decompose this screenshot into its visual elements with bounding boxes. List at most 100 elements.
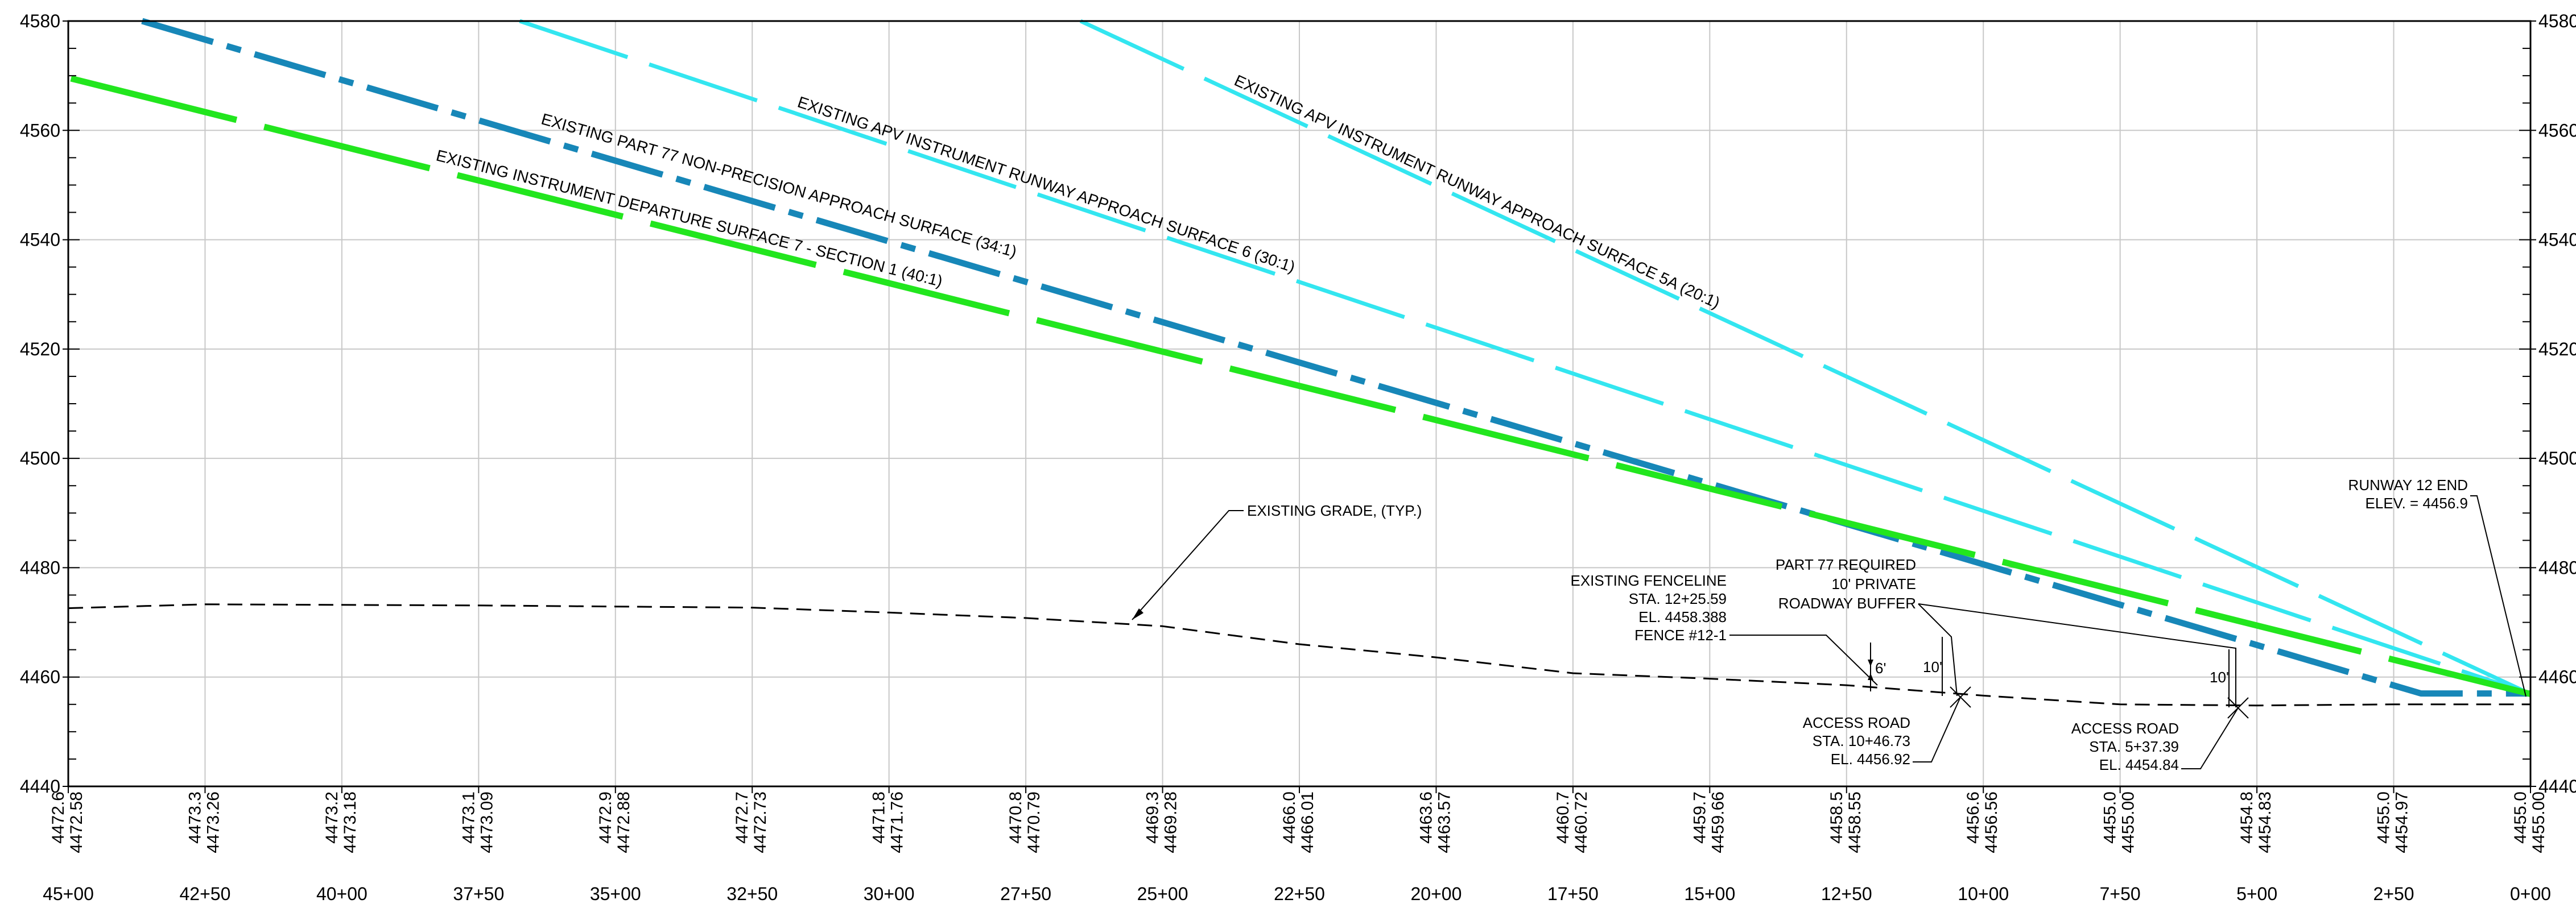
proposed-elevation-label: 4473.18 xyxy=(341,791,360,853)
existing-elevation-label: 4458.5 xyxy=(1827,791,1846,844)
y-tick-label-right: 4440 xyxy=(2538,776,2576,797)
station-label: 40+00 xyxy=(316,884,368,904)
surface-line-4 xyxy=(68,603,2530,707)
access-road-note-1: ACCESS ROAD xyxy=(1803,714,1910,731)
proposed-elevation-label: 4456.56 xyxy=(1982,791,2001,853)
y-tick-label-left: 4460 xyxy=(20,667,60,687)
runway-end-note: ELEV. = 4456.9 xyxy=(2366,495,2468,512)
buffer-note: ROADWAY BUFFER xyxy=(1778,595,1916,612)
station-label: 0+00 xyxy=(2510,884,2551,904)
station-label: 37+50 xyxy=(453,884,504,904)
surface-line-0 xyxy=(1079,19,2532,696)
grade-leader xyxy=(1132,510,1244,620)
proposed-elevation-label: 4469.28 xyxy=(1162,791,1180,853)
access-road-leader-1 xyxy=(1913,697,1961,762)
existing-elevation-label: 4459.7 xyxy=(1690,791,1709,844)
proposed-elevation-label: 4472.73 xyxy=(751,791,770,853)
access-road-leader-2 xyxy=(2181,707,2239,769)
existing-elevation-label: 4471.8 xyxy=(870,791,889,844)
y-tick-label-right: 4500 xyxy=(2538,448,2576,469)
runway-end-note: RUNWAY 12 END xyxy=(2348,476,2468,494)
y-tick-label-left: 4540 xyxy=(20,230,60,250)
buffer-leader-2 xyxy=(1918,603,2236,707)
fence-dim-arrow-bot xyxy=(1868,673,1873,680)
proposed-elevation-label: 4455.00 xyxy=(2529,791,2548,853)
proposed-elevation-label: 4473.26 xyxy=(204,791,222,853)
surface-line-3 xyxy=(70,75,2532,697)
station-label: 22+50 xyxy=(1274,884,1325,904)
proposed-elevation-label: 4471.76 xyxy=(888,791,907,853)
y-tick-label-left: 4580 xyxy=(20,11,60,31)
fenceline-note: EL. 4458.388 xyxy=(1638,608,1727,625)
station-label: 42+50 xyxy=(180,884,231,904)
station-label: 10+00 xyxy=(1958,884,2009,904)
y-tick-label-left: 4440 xyxy=(20,776,60,797)
y-tick-label-left: 4500 xyxy=(20,448,60,469)
station-label: 32+50 xyxy=(726,884,778,904)
existing-elevation-label: 4473.3 xyxy=(185,791,204,844)
station-label: 30+00 xyxy=(864,884,915,904)
proposed-elevation-label: 4472.88 xyxy=(614,791,633,853)
existing-elevation-label: 4470.8 xyxy=(1006,791,1025,844)
proposed-elevation-label: 4455.00 xyxy=(2119,791,2138,853)
surface-line-1 xyxy=(519,19,2532,696)
access-road-note-1: STA. 10+46.73 xyxy=(1813,732,1910,749)
y-tick-label-right: 4580 xyxy=(2538,11,2576,31)
fenceline-note: EXISTING FENCELINE xyxy=(1571,572,1727,589)
y-tick-label-right: 4480 xyxy=(2538,557,2576,578)
y-tick-label-right: 4540 xyxy=(2538,230,2576,250)
proposed-elevation-label: 4454.97 xyxy=(2393,791,2412,853)
existing-elevation-label: 4466.0 xyxy=(1280,791,1299,844)
fenceline-leader xyxy=(1729,635,1878,686)
surface-label: EXISTING APV INSTRUMENT RUNWAY APPROACH … xyxy=(1232,72,1723,312)
proposed-elevation-label: 4460.72 xyxy=(1572,791,1591,853)
existing-elevation-label: 4460.7 xyxy=(1554,791,1572,844)
y-tick-label-left: 4560 xyxy=(20,120,60,140)
existing-elevation-label: 4472.6 xyxy=(49,791,68,844)
access-road-note-1: EL. 4456.92 xyxy=(1831,751,1910,768)
y-tick-label-left: 4480 xyxy=(20,557,60,578)
station-label: 17+50 xyxy=(1547,884,1599,904)
buffer-note: PART 77 REQUIRED xyxy=(1776,556,1916,573)
station-label: 35+00 xyxy=(590,884,641,904)
runway-end-leader xyxy=(2470,495,2527,697)
existing-elevation-label: 4455.0 xyxy=(2375,791,2393,844)
plot-frame xyxy=(67,20,2532,788)
station-label: 15+00 xyxy=(1684,884,1735,904)
y-tick-label-right: 4520 xyxy=(2538,339,2576,359)
access-road-note-2: STA. 5+37.39 xyxy=(2089,738,2179,755)
y-tick-label-left: 4520 xyxy=(20,339,60,359)
proposed-elevation-label: 4470.79 xyxy=(1025,791,1043,853)
buffer-offset-label-1: 10' xyxy=(1923,658,1942,676)
access-road-note-2: ACCESS ROAD xyxy=(2071,720,2179,737)
surface-label: EXISTING APV INSTRUMENT RUNWAY APPROACH … xyxy=(795,93,1297,276)
station-label: 27+50 xyxy=(1000,884,1051,904)
surface-line-2 xyxy=(141,18,2530,697)
buffer-offset-label-2: 10' xyxy=(2210,669,2229,686)
buffer-note: 10' PRIVATE xyxy=(1832,575,1917,592)
station-label: 5+00 xyxy=(2236,884,2277,904)
existing-elevation-label: 4455.0 xyxy=(2101,791,2120,844)
access-road-note-2: EL. 4454.84 xyxy=(2099,756,2179,773)
existing-elevation-label: 4463.6 xyxy=(1417,791,1435,844)
fenceline-note: STA. 12+25.59 xyxy=(1629,590,1727,607)
fence-offset-label: 6' xyxy=(1875,660,1886,677)
fenceline-note: FENCE #12-1 xyxy=(1634,627,1727,644)
existing-elevation-label: 4473.2 xyxy=(323,791,341,844)
grade-label: EXISTING GRADE, (TYP.) xyxy=(1247,502,1422,519)
fence-dim-arrow-top xyxy=(1868,660,1873,666)
proposed-elevation-label: 4473.09 xyxy=(477,791,496,853)
station-label: 25+00 xyxy=(1137,884,1188,904)
proposed-elevation-label: 4463.57 xyxy=(1435,791,1454,853)
y-tick-label-right: 4460 xyxy=(2538,667,2576,687)
proposed-elevation-label: 4459.66 xyxy=(1708,791,1727,853)
station-label: 2+50 xyxy=(2373,884,2414,904)
station-label: 12+50 xyxy=(1821,884,1872,904)
proposed-elevation-label: 4454.83 xyxy=(2256,791,2274,853)
existing-elevation-label: 4456.6 xyxy=(1964,791,1983,844)
station-label: 45+00 xyxy=(43,884,94,904)
y-tick-label-right: 4560 xyxy=(2538,120,2576,140)
existing-elevation-label: 4469.3 xyxy=(1143,791,1162,844)
